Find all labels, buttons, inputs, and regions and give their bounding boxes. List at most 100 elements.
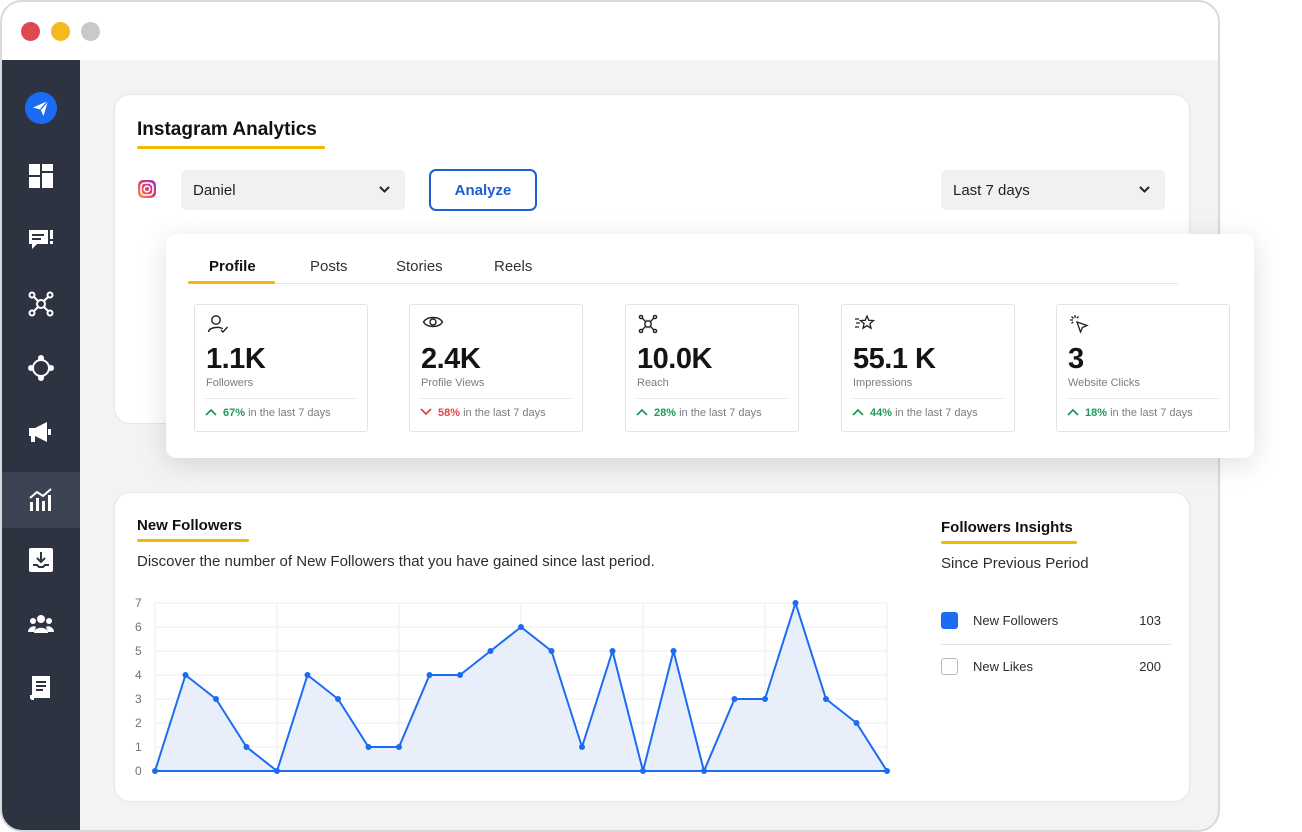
metric-card-impressions[interactable]: 55.1 K Impressions 44% in the last 7 day… — [841, 304, 1015, 432]
sidebar-item-messages[interactable] — [2, 212, 80, 268]
data-point — [609, 648, 616, 654]
send-icon — [25, 92, 57, 124]
download-icon — [28, 547, 54, 573]
sidebar-item-downloads[interactable] — [2, 532, 80, 588]
y-tick-label: 0 — [135, 764, 142, 778]
data-point — [213, 696, 219, 702]
metric-card-profile-views[interactable]: 2.4K Profile Views 58% in the last 7 day… — [409, 304, 583, 432]
metric-period: in the last 7 days — [463, 407, 546, 419]
data-point — [762, 696, 768, 702]
legend-label: New Followers — [973, 613, 1059, 628]
metric-label: Reach — [637, 377, 669, 389]
data-point — [426, 672, 433, 678]
tab-profile[interactable]: Profile — [209, 258, 256, 275]
data-point — [335, 696, 341, 702]
data-point — [487, 648, 494, 654]
y-tick-label: 6 — [135, 620, 142, 634]
chevron-down-icon — [378, 183, 391, 200]
new-followers-card: New Followers Discover the number of New… — [114, 492, 1190, 802]
metric-card-followers[interactable]: 1.1K Followers 67% in the last 7 days — [194, 304, 368, 432]
legend-row-new-followers[interactable]: New Followers 103 — [941, 609, 1171, 633]
sidebar-item-dashboard[interactable] — [2, 148, 80, 204]
minimize-window-button[interactable] — [51, 22, 70, 41]
zoom-window-button[interactable] — [81, 22, 100, 41]
legend-value: 200 — [1139, 659, 1161, 674]
sidebar-item-campaigns[interactable] — [2, 404, 80, 460]
data-point — [396, 744, 402, 750]
page-title: Instagram Analytics — [137, 119, 325, 149]
metrics-panel: Profile Posts Stories Reels 1.1K Followe… — [166, 234, 1254, 458]
network-icon — [28, 291, 54, 317]
y-tick-label: 4 — [135, 668, 142, 682]
sidebar-item-home[interactable] — [2, 80, 80, 136]
trend-up-icon — [636, 407, 648, 419]
analyze-button[interactable]: Analyze — [429, 169, 537, 211]
metric-period: in the last 7 days — [1110, 407, 1193, 419]
legend-row-new-likes[interactable]: New Likes 200 — [941, 655, 1171, 679]
data-point — [579, 744, 585, 750]
analytics-icon — [28, 487, 54, 513]
tab-posts[interactable]: Posts — [310, 258, 348, 275]
active-tab-indicator — [188, 281, 275, 284]
y-tick-label: 7 — [135, 596, 142, 610]
metric-label: Followers — [206, 377, 254, 389]
data-point — [304, 672, 311, 678]
eye-icon — [422, 314, 444, 335]
metric-percent: 44% — [870, 407, 893, 419]
trend-up-icon — [1067, 407, 1079, 419]
metric-value: 1.1K — [206, 343, 266, 375]
metric-divider — [205, 398, 357, 399]
checkbox-checked[interactable] — [941, 612, 958, 629]
checkbox-unchecked[interactable] — [941, 658, 958, 675]
metric-divider — [1067, 398, 1219, 399]
reach-icon — [638, 314, 658, 339]
close-window-button[interactable] — [21, 22, 40, 41]
sidebar-item-reports[interactable] — [2, 660, 80, 716]
insights-subtitle: Since Previous Period — [941, 555, 1089, 572]
cursor-click-icon — [1069, 314, 1089, 339]
data-point — [365, 744, 372, 750]
new-followers-heading: New Followers — [137, 517, 249, 542]
metric-change: 58% in the last 7 days — [420, 407, 546, 419]
sidebar-item-team[interactable] — [2, 596, 80, 652]
trend-up-icon — [852, 407, 864, 419]
metric-change: 28% in the last 7 days — [636, 407, 762, 419]
data-point — [152, 768, 158, 774]
data-point — [243, 744, 250, 750]
data-point — [182, 672, 189, 678]
data-point — [884, 768, 890, 774]
metric-value: 10.0K — [637, 343, 712, 375]
new-followers-chart: 0 1 2 3 4 5 6 7 — [135, 596, 890, 778]
sidebar-item-network[interactable] — [2, 276, 80, 332]
team-icon — [28, 613, 54, 635]
account-select[interactable]: Daniel — [181, 170, 405, 210]
y-tick-label: 5 — [135, 644, 142, 658]
metric-period: in the last 7 days — [248, 407, 331, 419]
dashboard-icon — [28, 163, 54, 189]
date-range-value: Last 7 days — [953, 181, 1030, 199]
data-point — [548, 648, 555, 654]
metric-value: 3 — [1068, 343, 1084, 375]
tab-stories[interactable]: Stories — [396, 258, 443, 275]
instagram-icon — [137, 179, 157, 204]
trend-up-icon — [205, 407, 217, 419]
metric-change: 44% in the last 7 days — [852, 407, 978, 419]
metric-percent: 28% — [654, 407, 677, 419]
messages-icon — [28, 228, 54, 252]
legend-divider — [941, 644, 1171, 645]
metric-label: Impressions — [853, 377, 913, 389]
sidebar — [2, 60, 80, 830]
date-range-select[interactable]: Last 7 days — [941, 170, 1165, 210]
sidebar-item-hub[interactable] — [2, 340, 80, 396]
metric-divider — [420, 398, 572, 399]
sidebar-item-analytics[interactable] — [2, 472, 80, 528]
chevron-down-icon — [1138, 183, 1151, 200]
title-bar — [2, 2, 1218, 60]
data-point — [701, 768, 707, 774]
tab-reels[interactable]: Reels — [494, 258, 533, 275]
trend-down-icon — [420, 407, 432, 419]
hub-icon — [28, 355, 54, 381]
metric-card-reach[interactable]: 10.0K Reach 28% in the last 7 days — [625, 304, 799, 432]
metric-card-website-clicks[interactable]: 3 Website Clicks 18% in the last 7 days — [1056, 304, 1230, 432]
data-point — [670, 648, 677, 654]
